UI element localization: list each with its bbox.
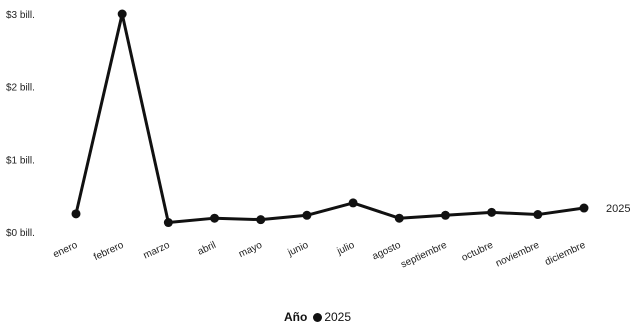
- legend-entry-2025[interactable]: 2025: [324, 310, 352, 324]
- x-tick-label: julio: [335, 240, 357, 258]
- data-point: [302, 210, 312, 220]
- x-tick-label: diciembre: [543, 240, 587, 268]
- x-tick-label: mayo: [237, 240, 264, 260]
- y-tick-label: $2 bill.: [6, 83, 35, 94]
- x-tick-label: agosto: [371, 240, 403, 263]
- x-tick-label: octubre: [460, 240, 495, 264]
- data-point: [256, 215, 266, 225]
- x-tick-label: junio: [285, 240, 310, 260]
- data-point: [394, 213, 404, 223]
- x-tick-label: enero: [51, 240, 79, 261]
- legend-marker: [313, 313, 323, 322]
- data-point: [117, 9, 127, 19]
- series-line: [74, 12, 585, 225]
- series-end-label: 2025: [606, 203, 630, 215]
- line-chart: $0 bill. $1 bill. $2 bill. $3 bill. enero feb…: [6, 9, 630, 271]
- data-point: [579, 203, 589, 213]
- x-tick-label: abril: [196, 240, 218, 258]
- legend: Año 2025: [0, 310, 635, 324]
- x-tick-label: marzo: [142, 240, 172, 262]
- data-point: [71, 209, 81, 219]
- x-tick-label: noviembre: [494, 240, 541, 270]
- x-tick-label: febrero: [92, 240, 126, 264]
- data-point: [348, 198, 358, 208]
- data-point: [210, 213, 220, 223]
- data-point: [440, 210, 450, 220]
- x-tick-label: septiembre: [399, 240, 449, 271]
- y-tick-label: $1 bill.: [6, 155, 35, 166]
- y-tick-label: $3 bill.: [6, 10, 35, 21]
- y-tick-label: $0 bill.: [6, 228, 35, 239]
- legend-title: Año: [283, 310, 308, 324]
- data-point: [487, 207, 497, 217]
- data-point: [163, 218, 173, 228]
- data-point: [533, 210, 543, 220]
